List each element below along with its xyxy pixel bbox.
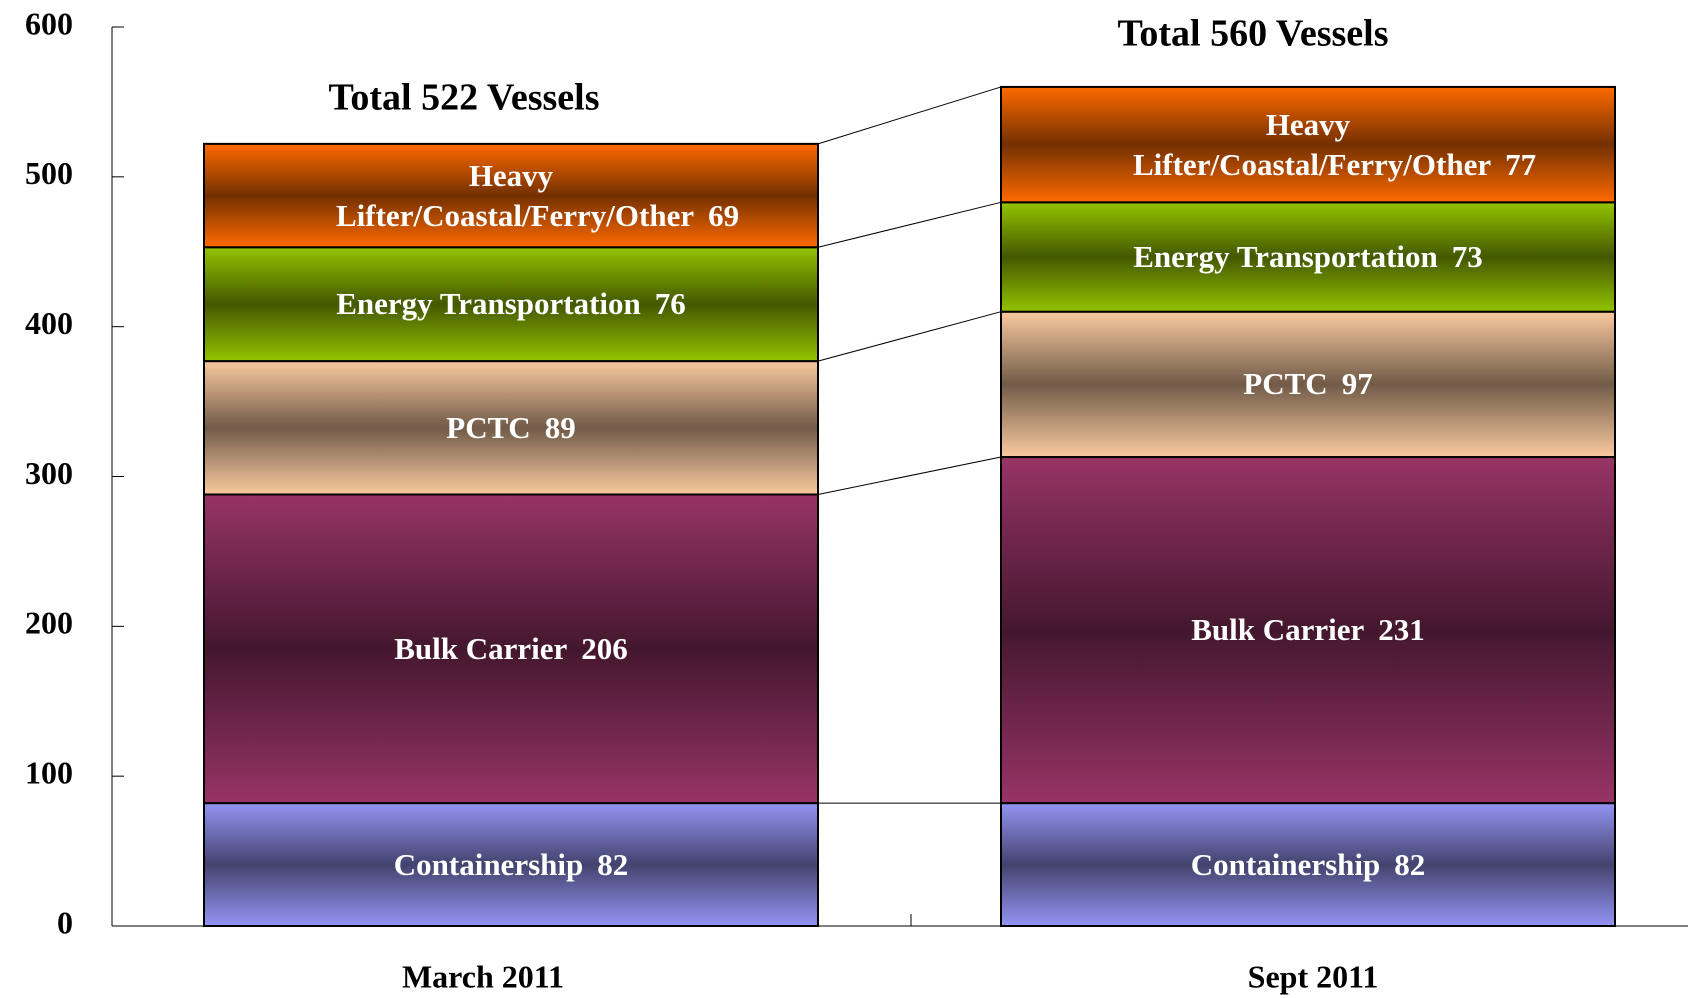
bar-segment bbox=[1000, 85, 1616, 204]
segment-name: Containership bbox=[1190, 846, 1381, 882]
segment-name: Heavy Lifter/Coastal/Ferry/Other bbox=[1133, 106, 1492, 182]
segment-name: Bulk Carrier bbox=[1191, 612, 1365, 648]
annotation: Total 560 Vessels bbox=[1118, 13, 1389, 55]
connector bbox=[817, 311, 1002, 362]
segment-value: 77 bbox=[1505, 146, 1537, 182]
bar-segment bbox=[203, 142, 819, 249]
segment-label: PCTC 89 bbox=[336, 408, 686, 448]
y-tick-label: 200 bbox=[25, 605, 73, 641]
connector bbox=[817, 456, 1002, 495]
y-tick-label: 0 bbox=[57, 904, 73, 940]
segment-value: 89 bbox=[544, 409, 576, 445]
bar-segment bbox=[1000, 310, 1616, 459]
segment-name: PCTC bbox=[446, 409, 531, 445]
segment-label: PCTC 97 bbox=[1133, 364, 1483, 404]
segment-name: Containership bbox=[393, 846, 584, 882]
connector bbox=[817, 201, 1002, 248]
segment-value: 82 bbox=[1394, 846, 1426, 882]
segment-name: Energy Transportation bbox=[1133, 238, 1438, 274]
segment-label: Bulk Carrier 206 bbox=[336, 629, 686, 669]
segment-label: Containership 82 bbox=[336, 845, 686, 885]
segment-value: 73 bbox=[1451, 238, 1483, 274]
y-tick-label: 400 bbox=[25, 305, 73, 341]
y-tick-label: 300 bbox=[25, 455, 73, 491]
segment-label: Energy Transportation 76 bbox=[336, 284, 686, 324]
segment-value: 206 bbox=[581, 630, 628, 666]
segment-value: 231 bbox=[1378, 612, 1425, 648]
segment-name: Heavy Lifter/Coastal/Ferry/Other bbox=[336, 157, 695, 233]
segment-name: Energy Transportation bbox=[336, 286, 641, 322]
segment-value: 97 bbox=[1341, 366, 1373, 402]
bar-segment bbox=[203, 802, 819, 927]
x-tick-label: March 2011 bbox=[402, 958, 564, 994]
y-tick-label: 100 bbox=[25, 755, 73, 791]
connector bbox=[817, 86, 1002, 145]
segment-label: Bulk Carrier 231 bbox=[1133, 610, 1483, 650]
segment-label: Energy Transportation 73 bbox=[1133, 237, 1483, 277]
annotation: Total 522 Vessels bbox=[329, 77, 600, 119]
segment-label: Containership 82 bbox=[1133, 845, 1483, 885]
bar-segment bbox=[1000, 456, 1616, 805]
x-tick-label: Sept 2011 bbox=[1248, 958, 1379, 994]
bar-segment bbox=[203, 360, 819, 496]
segment-label: Heavy Lifter/Coastal/Ferry/Other 77 bbox=[1133, 105, 1536, 185]
y-tick-label: 600 bbox=[25, 5, 73, 41]
segment-name: Bulk Carrier bbox=[394, 630, 568, 666]
segment-value: 69 bbox=[708, 197, 740, 233]
bar-segment bbox=[1000, 201, 1616, 313]
segment-name: PCTC bbox=[1243, 366, 1328, 402]
bar-segment bbox=[203, 246, 819, 363]
segment-label: Heavy Lifter/Coastal/Ferry/Other 69 bbox=[336, 156, 739, 236]
bar-segment bbox=[1000, 802, 1616, 927]
segment-value: 82 bbox=[597, 846, 629, 882]
segment-value: 76 bbox=[654, 286, 686, 322]
y-tick-label: 500 bbox=[25, 155, 73, 191]
